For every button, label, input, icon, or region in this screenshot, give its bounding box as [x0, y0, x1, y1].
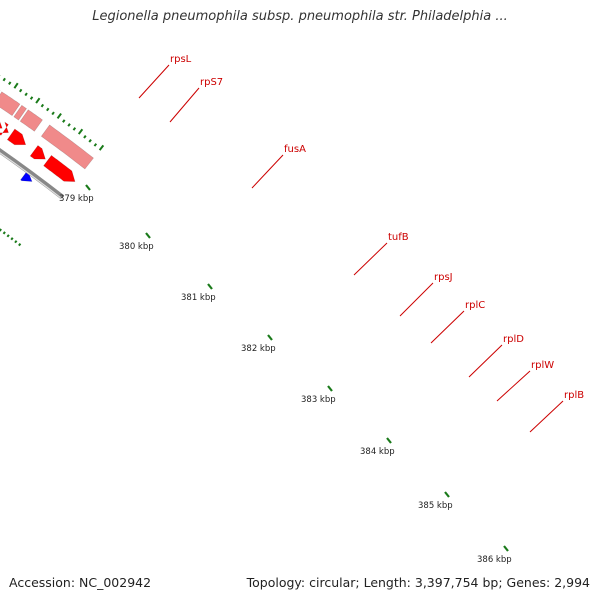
gene-label[interactable]: rpsL — [170, 54, 192, 65]
cds-arrow[interactable] — [0, 121, 9, 136]
outer-tick — [77, 128, 84, 135]
feature-segment-outer[interactable] — [19, 109, 43, 132]
gene-leader-line — [430, 310, 465, 344]
feature-track-outer — [0, 90, 94, 170]
outer-tick — [35, 97, 41, 104]
kbp-label: 383 kbp — [301, 395, 336, 405]
gene-leader-line — [251, 154, 284, 189]
topology-text: Topology: circular; Length: 3,397,754 bp… — [246, 575, 590, 590]
kbp-minor-tick — [0, 228, 2, 232]
outer-tick — [72, 127, 77, 131]
outer-tick — [51, 111, 55, 116]
outer-tick — [56, 112, 62, 119]
sequence-backbone — [0, 148, 65, 200]
gene-label[interactable]: tufB — [388, 232, 409, 243]
outer-tick — [62, 119, 66, 123]
kbp-minor-tick — [14, 240, 18, 244]
kbp-label: 382 kbp — [241, 344, 276, 354]
feature-segment-outer[interactable] — [0, 91, 21, 117]
cds-arrow[interactable] — [43, 154, 76, 182]
gene-leader-line — [169, 87, 200, 123]
kbp-major-tick — [444, 491, 450, 498]
feature-track-inner — [0, 111, 76, 182]
outer-tick — [67, 123, 71, 127]
gene-leader-line — [138, 64, 170, 99]
backbone-highlight — [0, 152, 63, 200]
cds-arrow[interactable] — [0, 111, 3, 129]
outer-tick-marks — [0, 74, 105, 151]
outer-tick — [19, 88, 23, 93]
kbp-tick-marks — [0, 228, 22, 247]
kbp-major-tick — [327, 385, 333, 392]
kbp-major-tick — [267, 334, 273, 341]
cds-arrow[interactable] — [6, 128, 27, 146]
gene-label[interactable]: fusA — [284, 144, 306, 155]
kbp-major-tick — [207, 283, 213, 290]
outer-tick — [24, 92, 28, 97]
outer-tick — [8, 81, 12, 86]
gene-label[interactable]: rplD — [503, 334, 524, 345]
gene-label[interactable]: rpS7 — [200, 77, 223, 88]
outer-tick — [46, 107, 50, 112]
outer-tick — [13, 82, 19, 89]
accession-text: Accession: NC_002942 — [9, 575, 152, 590]
kbp-minor-tick — [10, 237, 14, 241]
gene-label[interactable]: rplB — [564, 390, 584, 401]
kbp-label: 384 kbp — [360, 447, 395, 457]
kbp-major-tick — [386, 437, 392, 444]
outer-tick — [2, 77, 6, 82]
gene-leader-line — [496, 370, 531, 402]
outer-tick — [29, 96, 34, 100]
gene-leader-line — [529, 400, 564, 433]
cds-arrow[interactable] — [29, 145, 46, 160]
feature-segment-outer[interactable] — [13, 104, 27, 121]
gene-label[interactable]: rplW — [531, 360, 554, 371]
backbone-arc — [0, 148, 65, 200]
outer-tick — [93, 143, 98, 147]
map-title: Legionella pneumophila subsp. pneumophil… — [92, 9, 508, 24]
outer-tick — [40, 103, 45, 108]
kbp-major-tick — [145, 232, 151, 239]
outer-tick — [88, 139, 92, 143]
gene-labels: rpsL rpS7 fusA tufB rpsJ rplC rplD rplW rplB — [138, 54, 584, 433]
gene-label[interactable]: rpsJ — [434, 272, 453, 283]
kbp-label: 381 kbp — [181, 293, 216, 303]
outer-tick — [98, 144, 105, 151]
kbp-label: 386 kbp — [477, 555, 512, 565]
kbp-label: 385 kbp — [418, 501, 453, 511]
kbp-label: 380 kbp — [119, 242, 154, 252]
kbp-label: 379 kbp — [59, 194, 94, 204]
kbp-major-tick — [503, 545, 509, 552]
gene-leader-line — [399, 282, 434, 317]
kbp-minor-tick — [18, 243, 22, 247]
gene-label[interactable]: rplC — [465, 300, 485, 311]
feature-segment-outer[interactable] — [40, 124, 94, 170]
kbp-major-tick — [85, 184, 91, 191]
gene-leader-line — [468, 344, 503, 378]
kbp-minor-tick — [2, 231, 6, 235]
outer-tick — [83, 135, 87, 139]
gene-leader-line — [353, 242, 388, 276]
kbp-labels: 379 kbp 380 kbp 381 kbp 382 kbp 383 kbp 384 k… — [59, 184, 512, 565]
kbp-minor-tick — [6, 234, 10, 238]
